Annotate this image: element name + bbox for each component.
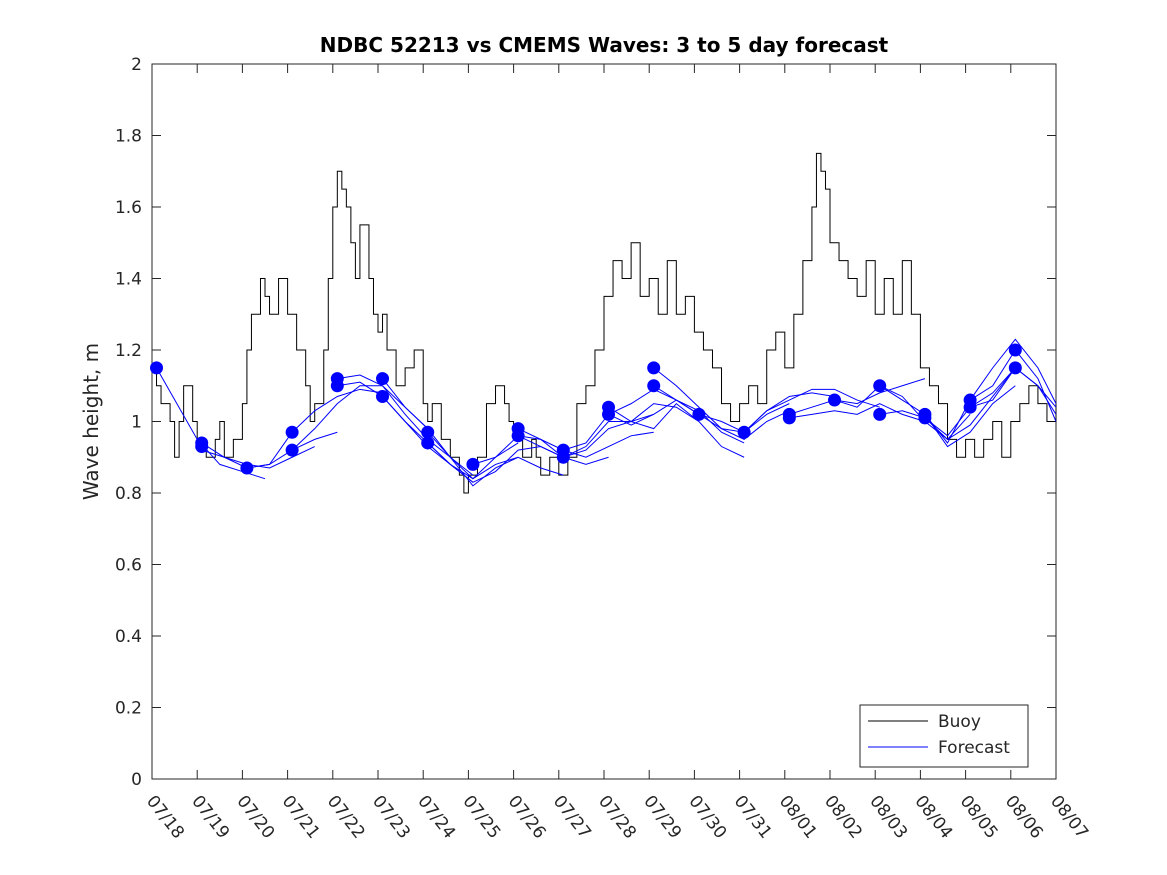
- forecast-start-marker: [421, 425, 435, 439]
- forecast-series-line: [563, 403, 700, 458]
- x-tick-label: 08/06: [1001, 792, 1047, 843]
- chart-title: NDBC 52213 vs CMEMS Waves: 3 to 5 day fo…: [320, 33, 889, 57]
- forecast-start-marker: [647, 361, 661, 375]
- forecast-start-marker: [376, 389, 390, 403]
- x-tick-label: 08/04: [910, 792, 956, 843]
- forecast-series-line: [427, 431, 564, 480]
- x-tick-label: 07/27: [549, 792, 595, 843]
- x-tick-label: 07/19: [187, 792, 233, 843]
- forecast-series-line: [789, 403, 926, 422]
- forecast-series-line: [427, 442, 564, 483]
- forecast-start-marker: [511, 429, 525, 443]
- forecast-start-marker: [421, 436, 435, 450]
- forecast-start-marker: [195, 440, 209, 454]
- y-tick-label: 1: [131, 413, 142, 433]
- forecast-series-line: [517, 428, 654, 458]
- forecast-start-marker: [918, 411, 932, 425]
- forecast-start-marker: [737, 425, 751, 439]
- forecast-start-marker: [376, 372, 390, 386]
- y-axis-ticks: 0 0.2 0.4 0.6 0.8 1 1.2 1.4 1.6 1.8 2: [115, 55, 1056, 790]
- forecast-start-marker: [240, 461, 254, 475]
- y-tick-label: 2: [131, 55, 142, 75]
- x-tick-label: 07/18: [142, 792, 188, 843]
- series-layer: [150, 152, 1057, 494]
- forecast-series-line: [246, 388, 383, 469]
- x-tick-label: 08/01: [775, 792, 821, 843]
- forecast-start-marker: [873, 407, 887, 421]
- forecast-series-line: [608, 402, 745, 458]
- forecast-series-line: [743, 388, 880, 433]
- x-tick-label: 07/24: [413, 792, 459, 843]
- forecast-series-line: [924, 338, 1057, 444]
- y-tick-label: 0: [131, 770, 142, 790]
- forecast-series-line: [924, 367, 1057, 437]
- x-tick-label: 07/25: [458, 792, 504, 843]
- y-axis-label: Wave height, m: [79, 343, 103, 500]
- forecast-start-marker: [1008, 361, 1022, 375]
- x-tick-label: 07/29: [639, 792, 685, 843]
- y-tick-label: 1.4: [115, 270, 142, 290]
- forecast-series-line: [653, 385, 790, 433]
- forecast-series-line: [563, 388, 700, 451]
- forecast-series-line: [879, 367, 1016, 441]
- legend-box: [859, 704, 1029, 768]
- y-tick-label: 0.8: [115, 484, 142, 504]
- forecast-start-marker: [285, 425, 299, 439]
- y-tick-label: 1.2: [115, 341, 142, 361]
- y-tick-label: 0.6: [115, 556, 142, 576]
- forecast-series-line: [834, 385, 971, 441]
- forecast-start-marker: [782, 411, 796, 425]
- x-tick-label: 07/21: [278, 792, 324, 843]
- x-tick-label: 07/31: [730, 792, 776, 843]
- buoy-series-line: [152, 152, 1057, 494]
- x-tick-label: 07/23: [368, 792, 414, 843]
- x-tick-label: 07/30: [684, 792, 730, 843]
- forecast-series-line: [156, 367, 266, 480]
- forecast-start-marker: [602, 407, 616, 421]
- x-tick-label: 08/05: [956, 792, 1002, 843]
- y-tick-label: 0.2: [115, 699, 142, 719]
- forecast-start-marker: [1008, 343, 1022, 357]
- forecast-start-marker: [647, 379, 661, 393]
- y-tick-label: 0.4: [115, 627, 142, 647]
- forecast-series-line: [879, 385, 1016, 448]
- x-tick-label: 07/22: [323, 792, 369, 843]
- forecast-start-marker: [330, 379, 344, 393]
- forecast-start-marker: [828, 393, 842, 407]
- forecast-start-marker: [692, 407, 706, 421]
- forecast-series-line: [789, 378, 926, 415]
- x-tick-label: 08/02: [820, 792, 866, 843]
- forecast-start-marker: [556, 450, 570, 464]
- x-tick-label: 08/03: [865, 792, 911, 843]
- y-tick-label: 1.6: [115, 198, 142, 218]
- forecast-start-marker: [285, 443, 299, 457]
- forecast-start-marker: [873, 379, 887, 393]
- forecast-series-line: [201, 431, 338, 469]
- forecast-start-marker: [963, 400, 977, 414]
- x-tick-label: 07/20: [232, 792, 278, 843]
- forecast-start-marker: [150, 361, 164, 375]
- y-tick-label: 1.8: [115, 127, 142, 147]
- forecast-series-line: [337, 381, 474, 483]
- x-tick-label: 08/07: [1046, 792, 1092, 843]
- forecast-series-line: [969, 349, 1057, 422]
- x-tick-label: 07/26: [504, 792, 550, 843]
- forecast-start-marker: [466, 457, 480, 471]
- x-tick-label: 07/28: [594, 792, 640, 843]
- legend-label: Buoy: [938, 712, 981, 732]
- legend: Buoy Forecast: [859, 704, 1029, 768]
- legend-label: Forecast: [938, 738, 1010, 758]
